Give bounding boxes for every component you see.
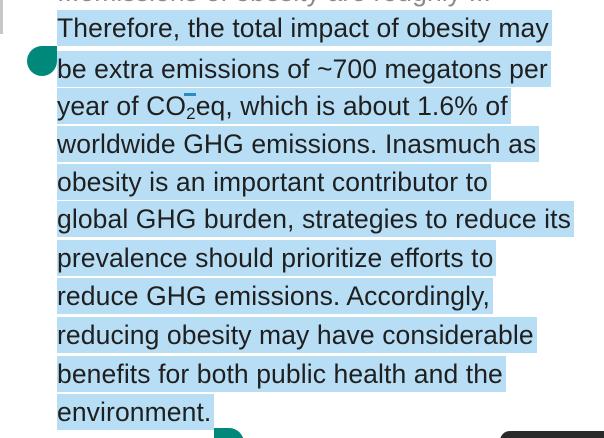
selection-start-handle[interactable] xyxy=(27,46,57,76)
selected-text-line: worldwide GHG emissions. Inasmuch as xyxy=(57,126,540,162)
text-line: environment. xyxy=(57,394,215,430)
left-margin-rule xyxy=(0,0,3,34)
text-line: reduce GHG emissions. Accordingly, xyxy=(57,278,493,314)
text-line-cut-off: ...emissions of obesity are roughly ... xyxy=(57,0,494,10)
selected-text-line: obesity is an important contributor to xyxy=(57,164,491,200)
co2-suffix: eq, which is about 1.6% of xyxy=(195,91,508,121)
selected-text-line: be extra emissions of ~700 megatons per xyxy=(57,51,551,87)
text-line: year of CO2eq, which is about 1.6% of xyxy=(57,88,511,124)
text-line-cut-off-text: ...emissions of obesity are roughly ... xyxy=(57,0,494,10)
selected-text-line: global GHG burden, strategies to reduce … xyxy=(57,201,574,237)
text-line: benefits for both public health and the xyxy=(57,356,506,392)
selection-end-handle[interactable] xyxy=(214,428,244,438)
text-line: prevalence should prioritize efforts to xyxy=(57,240,497,276)
text-line: Therefore, the total impact of obesity m… xyxy=(57,10,552,46)
selected-text-line: reducing obesity may have considerable xyxy=(57,317,537,353)
text-line: worldwide GHG emissions. Inasmuch as xyxy=(57,126,540,162)
selected-text-line: Therefore, the total impact of obesity m… xyxy=(57,10,552,46)
text-line: global GHG burden, strategies to reduce … xyxy=(57,201,574,237)
co2-prefix: year of CO xyxy=(57,91,187,121)
bottom-right-panel-edge xyxy=(500,431,604,438)
text-line: be extra emissions of ~700 megatons per xyxy=(57,51,551,87)
co2-subscript: 2 xyxy=(186,104,196,123)
selected-text-line: reduce GHG emissions. Accordingly, xyxy=(57,278,493,314)
selected-text-line: benefits for both public health and the xyxy=(57,356,506,392)
selected-text-line: prevalence should prioritize efforts to xyxy=(57,240,497,276)
selected-text-line: environment. xyxy=(57,394,215,430)
text-line: obesity is an important contributor to xyxy=(57,164,491,200)
selected-text-line: year of CO2eq, which is about 1.6% of xyxy=(57,88,511,124)
cursor-marker xyxy=(184,93,196,96)
text-line: reducing obesity may have considerable xyxy=(57,317,537,353)
